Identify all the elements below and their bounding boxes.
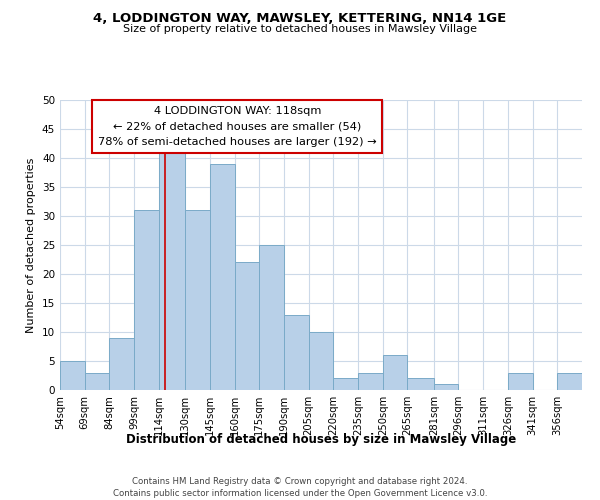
Bar: [185, 210, 210, 390]
Bar: [109, 338, 134, 390]
Bar: [557, 372, 582, 390]
Bar: [358, 372, 383, 390]
Bar: [407, 378, 434, 390]
Bar: [210, 164, 235, 390]
Y-axis label: Number of detached properties: Number of detached properties: [26, 158, 37, 332]
Bar: [308, 332, 334, 390]
Text: Contains public sector information licensed under the Open Government Licence v3: Contains public sector information licen…: [113, 489, 487, 498]
Bar: [235, 262, 259, 390]
Text: Size of property relative to detached houses in Mawsley Village: Size of property relative to detached ho…: [123, 24, 477, 34]
Text: Contains HM Land Registry data © Crown copyright and database right 2024.: Contains HM Land Registry data © Crown c…: [132, 478, 468, 486]
Bar: [334, 378, 358, 390]
Bar: [159, 152, 185, 390]
Bar: [434, 384, 458, 390]
Bar: [508, 372, 533, 390]
Bar: [259, 245, 284, 390]
Bar: [134, 210, 159, 390]
Text: 4, LODDINGTON WAY, MAWSLEY, KETTERING, NN14 1GE: 4, LODDINGTON WAY, MAWSLEY, KETTERING, N…: [94, 12, 506, 26]
Text: Distribution of detached houses by size in Mawsley Village: Distribution of detached houses by size …: [126, 432, 516, 446]
Text: 4 LODDINGTON WAY: 118sqm
← 22% of detached houses are smaller (54)
78% of semi-d: 4 LODDINGTON WAY: 118sqm ← 22% of detach…: [98, 106, 377, 147]
Bar: [85, 372, 109, 390]
Bar: [383, 355, 407, 390]
Bar: [284, 314, 308, 390]
Bar: [60, 361, 85, 390]
